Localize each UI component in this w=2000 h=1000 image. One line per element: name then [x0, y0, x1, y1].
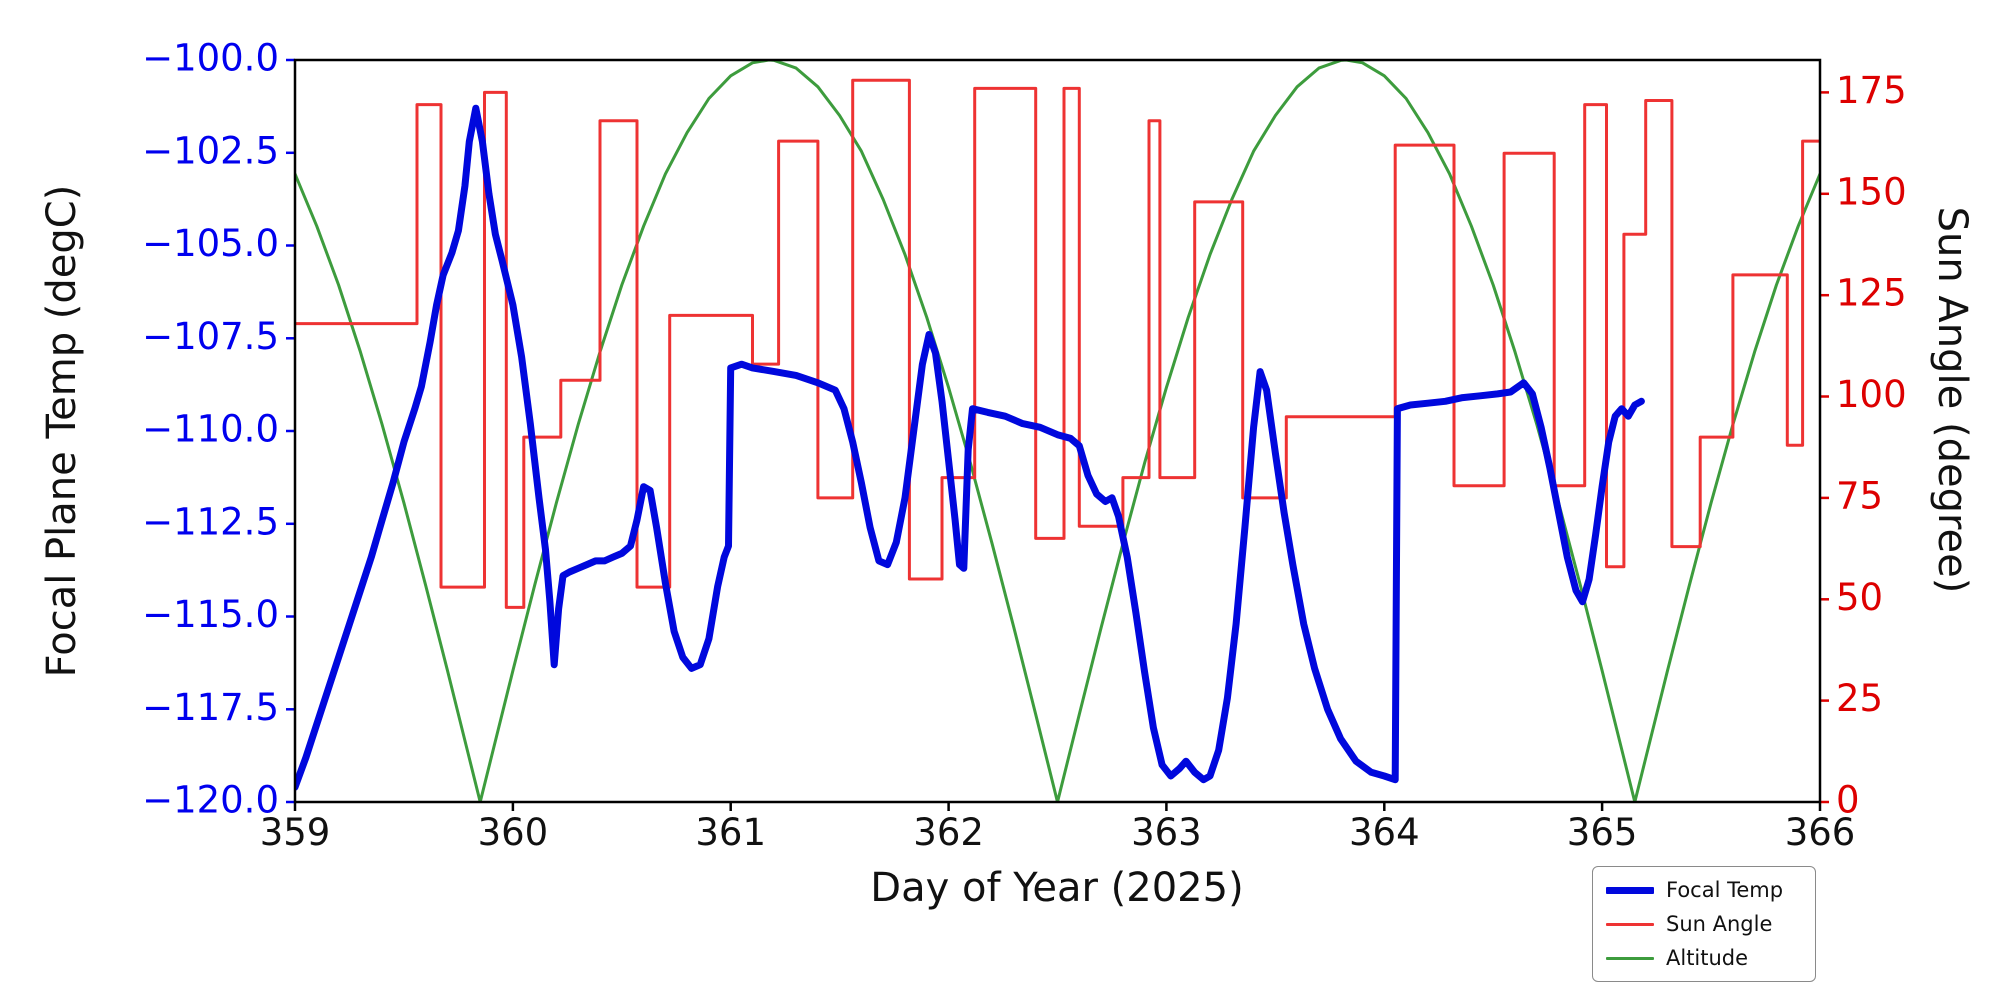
svg-text:365: 365	[1567, 811, 1638, 854]
svg-text:−115.0: −115.0	[142, 593, 279, 636]
svg-text:−107.5: −107.5	[142, 315, 279, 358]
legend: Focal Temp Sun Angle Altitude	[1592, 866, 1816, 982]
legend-line-focal-temp	[1606, 886, 1654, 894]
svg-text:75: 75	[1836, 474, 1883, 517]
svg-text:−110.0: −110.0	[142, 408, 279, 451]
svg-text:150: 150	[1836, 170, 1907, 213]
svg-text:−120.0: −120.0	[142, 779, 279, 822]
svg-text:−117.5: −117.5	[142, 686, 279, 729]
svg-text:50: 50	[1836, 576, 1883, 619]
legend-item-sun-angle: Sun Angle	[1606, 912, 1802, 936]
svg-text:366: 366	[1785, 811, 1856, 854]
svg-text:359: 359	[260, 811, 331, 854]
legend-label-sun-angle: Sun Angle	[1666, 912, 1773, 936]
legend-line-altitude	[1606, 956, 1654, 960]
svg-text:100: 100	[1836, 373, 1907, 416]
svg-text:−100.0: −100.0	[142, 37, 279, 80]
legend-line-sun-angle	[1606, 922, 1654, 926]
right-axis-title: Sun Angle (degree)	[1929, 206, 1975, 594]
svg-text:362: 362	[913, 811, 984, 854]
legend-item-altitude: Altitude	[1606, 946, 1802, 970]
svg-text:0: 0	[1836, 779, 1860, 822]
x-axis-title: Day of Year (2025)	[870, 865, 1244, 911]
svg-text:361: 361	[695, 811, 766, 854]
svg-text:175: 175	[1836, 69, 1907, 112]
svg-text:363: 363	[1131, 811, 1202, 854]
svg-text:125: 125	[1836, 272, 1907, 315]
legend-item-focal-temp: Focal Temp	[1606, 878, 1802, 902]
left-axis-title: Focal Plane Temp (degC)	[39, 184, 85, 678]
svg-text:−112.5: −112.5	[142, 500, 279, 543]
svg-text:−102.5: −102.5	[142, 129, 279, 172]
svg-text:−105.0: −105.0	[142, 222, 279, 265]
svg-text:364: 364	[1349, 811, 1420, 854]
svg-text:360: 360	[478, 811, 549, 854]
legend-label-altitude: Altitude	[1666, 946, 1749, 970]
svg-text:25: 25	[1836, 677, 1883, 720]
legend-label-focal-temp: Focal Temp	[1666, 878, 1784, 902]
